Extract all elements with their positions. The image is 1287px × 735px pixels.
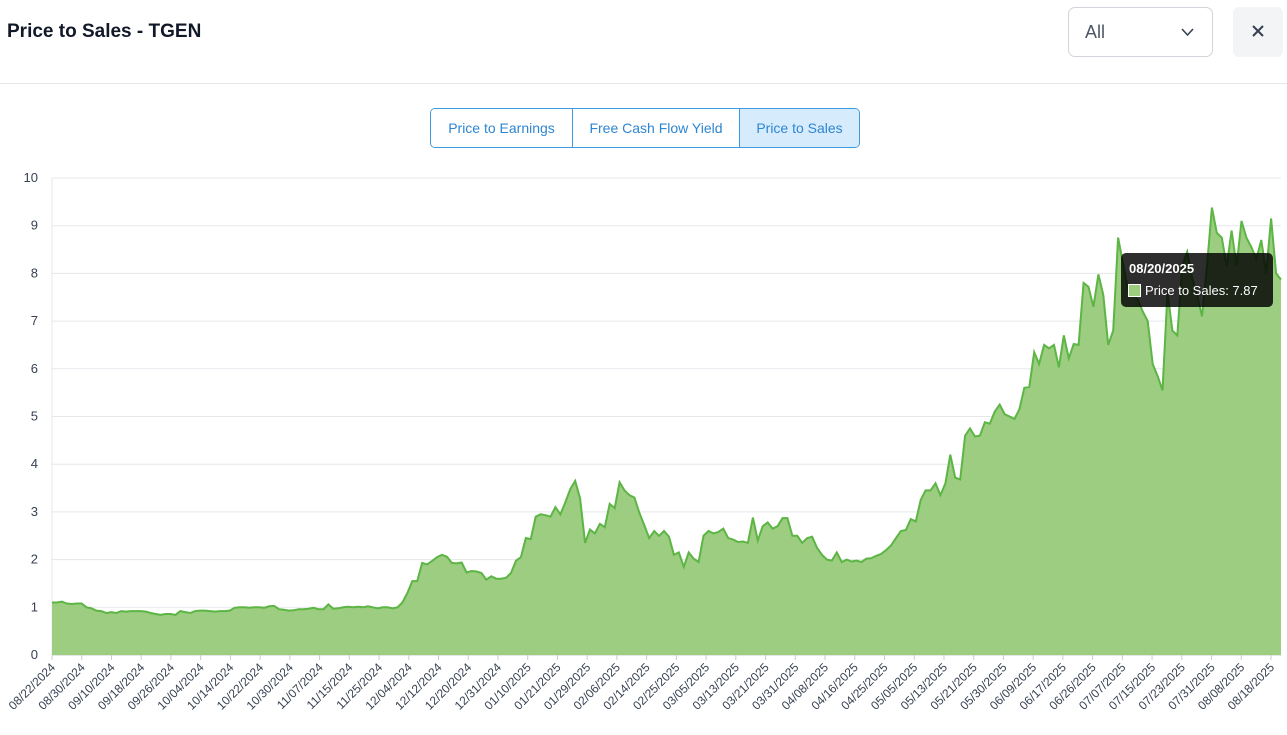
y-tick-label: 1 xyxy=(31,599,38,614)
y-tick-label: 3 xyxy=(31,504,38,519)
y-tick-label: 6 xyxy=(31,361,38,376)
tooltip-swatch xyxy=(1128,284,1141,297)
metric-tabs: Price to Earnings Free Cash Flow Yield P… xyxy=(430,108,860,148)
x-axis-ticks: 08/22/202408/30/202409/10/202409/18/2024… xyxy=(6,655,1277,713)
y-tick-label: 9 xyxy=(31,218,38,233)
chart-tooltip: 08/20/2025 Price to Sales: 7.87 xyxy=(1121,253,1273,307)
close-icon xyxy=(1252,25,1264,37)
tab-free-cash-flow-yield[interactable]: Free Cash Flow Yield xyxy=(573,109,740,147)
y-axis-ticks: 0 1 2 3 4 5 6 7 8 9 10 xyxy=(24,170,38,662)
series-area xyxy=(52,207,1281,655)
tooltip-value: Price to Sales: 7.87 xyxy=(1145,283,1258,298)
tooltip-date: 08/20/2025 xyxy=(1129,261,1195,276)
page-title: Price to Sales - TGEN xyxy=(7,21,202,42)
range-select-value: All xyxy=(1085,22,1106,42)
y-tick-label: 4 xyxy=(31,456,38,471)
chevron-down-icon xyxy=(1181,28,1194,37)
price-to-sales-chart[interactable]: 0 1 2 3 4 5 6 7 8 9 10 08/22/202408/30/202409/10/2… xyxy=(0,160,1287,735)
tab-price-to-sales[interactable]: Price to Sales xyxy=(740,109,859,147)
y-tick-label: 0 xyxy=(31,647,38,662)
close-button[interactable] xyxy=(1233,7,1283,57)
y-tick-label: 7 xyxy=(31,313,38,328)
y-tick-label: 10 xyxy=(24,170,38,185)
range-select[interactable]: All xyxy=(1068,7,1213,57)
y-tick-label: 8 xyxy=(31,265,38,280)
y-tick-label: 2 xyxy=(31,552,38,567)
header: Price to Sales - TGEN All xyxy=(0,0,1287,84)
tab-price-to-earnings[interactable]: Price to Earnings xyxy=(431,109,573,147)
series-line xyxy=(52,207,1282,616)
y-tick-label: 5 xyxy=(31,409,38,424)
